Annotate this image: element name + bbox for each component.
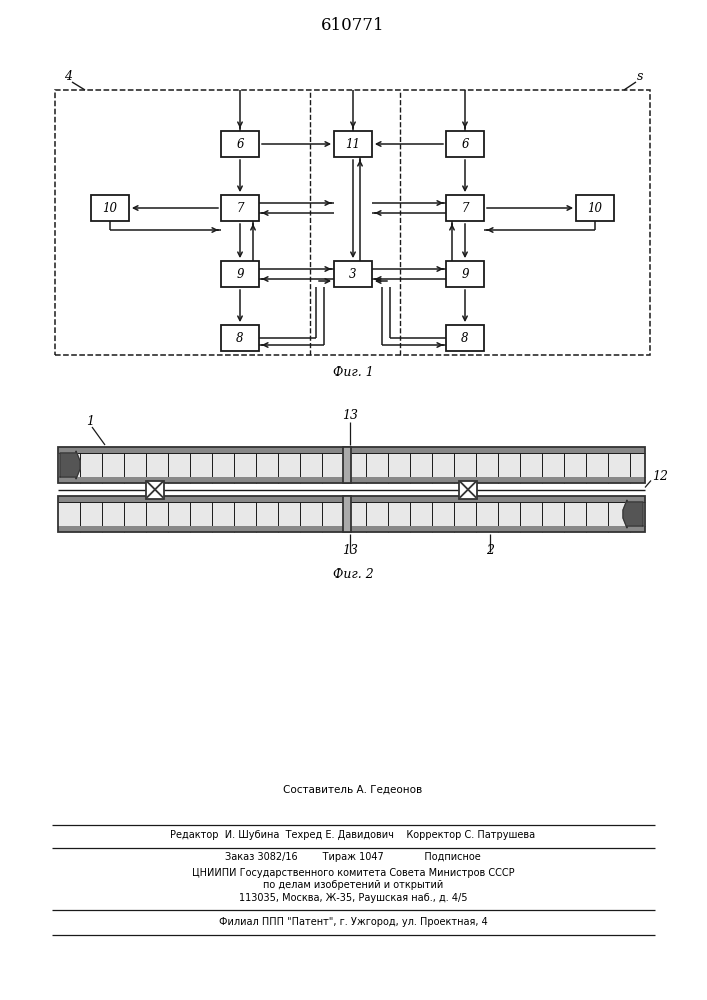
Text: Составитель А. Гедеонов: Составитель А. Гедеонов <box>284 785 423 795</box>
Bar <box>446 131 484 157</box>
Bar <box>446 325 484 351</box>
Text: Филиал ППП "Патент", г. Ужгород, ул. Проектная, 4: Филиал ППП "Патент", г. Ужгород, ул. Про… <box>218 917 487 927</box>
Bar <box>576 195 614 221</box>
Bar <box>58 496 645 532</box>
Text: 610771: 610771 <box>321 16 385 33</box>
Bar <box>221 261 259 287</box>
Bar <box>58 496 645 502</box>
Text: 3: 3 <box>349 267 357 280</box>
Text: Заказ 3082/16        Тираж 1047             Подписное: Заказ 3082/16 Тираж 1047 Подписное <box>225 852 481 862</box>
Bar <box>334 261 372 287</box>
Text: 2: 2 <box>486 544 494 557</box>
Bar <box>55 90 650 355</box>
Polygon shape <box>60 451 80 479</box>
Bar <box>459 481 477 498</box>
Text: ЦНИИПИ Государственного комитета Совета Министров СССР: ЦНИИПИ Государственного комитета Совета … <box>192 868 514 878</box>
Text: 6: 6 <box>461 137 469 150</box>
Bar <box>58 447 645 483</box>
Bar <box>343 496 351 532</box>
Bar <box>58 447 645 453</box>
Text: 4: 4 <box>64 70 72 84</box>
Text: 6: 6 <box>236 137 244 150</box>
Text: 7: 7 <box>461 202 469 215</box>
Text: Фиг. 1: Фиг. 1 <box>332 365 373 378</box>
Bar <box>58 477 645 483</box>
Text: по делам изобретений и открытий: по делам изобретений и открытий <box>263 880 443 890</box>
Text: 7: 7 <box>236 202 244 215</box>
Bar <box>221 325 259 351</box>
Bar <box>221 131 259 157</box>
Text: 12: 12 <box>652 470 668 483</box>
Text: 9: 9 <box>461 267 469 280</box>
Text: 10: 10 <box>103 202 117 215</box>
Text: Редактор  И. Шубина  Техред Е. Давидович    Корректор С. Патрушева: Редактор И. Шубина Техред Е. Давидович К… <box>170 830 536 840</box>
Text: 8: 8 <box>236 332 244 344</box>
Text: Фиг. 2: Фиг. 2 <box>332 568 373 580</box>
Bar <box>334 131 372 157</box>
Text: 10: 10 <box>588 202 602 215</box>
Text: 8: 8 <box>461 332 469 344</box>
Text: 1: 1 <box>86 415 94 428</box>
Bar <box>343 447 351 483</box>
Text: 9: 9 <box>236 267 244 280</box>
Bar <box>58 496 645 532</box>
Bar <box>58 447 645 483</box>
Bar <box>58 526 645 532</box>
Text: 13: 13 <box>342 409 358 422</box>
Text: 11: 11 <box>346 137 361 150</box>
Bar <box>446 195 484 221</box>
Bar <box>446 261 484 287</box>
Bar <box>146 481 164 498</box>
Polygon shape <box>623 500 643 528</box>
Bar <box>221 195 259 221</box>
Text: 13: 13 <box>342 544 358 557</box>
Text: 113035, Москва, Ж-35, Раушская наб., д. 4/5: 113035, Москва, Ж-35, Раушская наб., д. … <box>239 893 467 903</box>
Bar <box>91 195 129 221</box>
Text: s: s <box>637 70 643 84</box>
